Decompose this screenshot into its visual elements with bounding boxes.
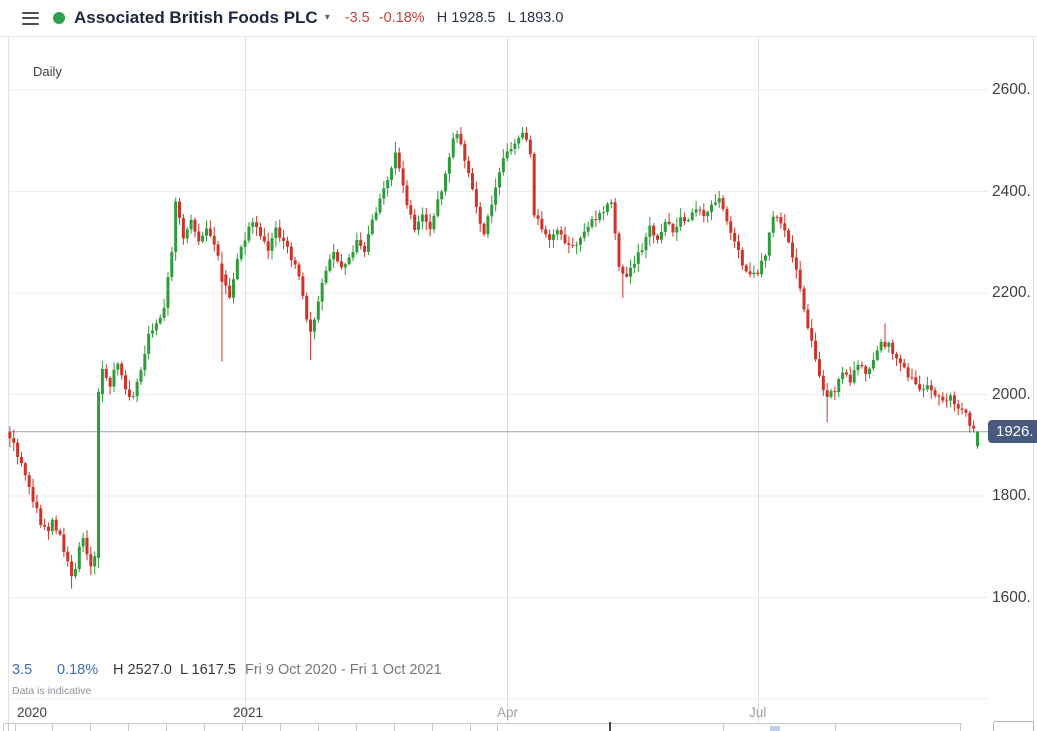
current-price-tag: 1926.	[988, 420, 1037, 443]
x-axis-label: 2020	[17, 705, 48, 720]
instrument-name[interactable]: Associated British Foods PLC	[74, 8, 318, 27]
day-change-percent: -0.18%	[378, 10, 425, 26]
x-axis-label: Jul	[749, 705, 767, 720]
y-axis-label: 2600.	[992, 81, 1031, 98]
date-range: Fri 9 Oct 2020 - Fri 1 Oct 2021	[245, 662, 442, 678]
y-axis-label: 2200.	[992, 284, 1031, 301]
x-axis-label: Apr	[497, 705, 519, 720]
day-change: -3.5	[344, 10, 370, 26]
interval-label: Daily	[33, 64, 62, 79]
day-high: H 1928.5	[436, 10, 496, 26]
period-low: L 1617.5	[180, 662, 236, 678]
data-indicative-note: Data is indicative	[12, 685, 92, 697]
instrument-header: Associated British Foods PLC ▾ -3.5 -0.1…	[0, 0, 1037, 37]
y-axis-label: 2000.	[992, 385, 1031, 403]
day-low: L 1893.0	[507, 10, 564, 26]
period-change-points: 3.5	[12, 662, 33, 678]
x-axis-label: 2021	[233, 705, 264, 720]
period-stats: 3.5 0.18% H 2527.0 L 1617.5 Fri 9 Oct 20…	[0, 662, 1037, 680]
y-axis-label: 1600.	[992, 588, 1031, 606]
period-high: H 2527.0	[113, 662, 172, 678]
y-axis-label: 2400.	[992, 182, 1031, 200]
period-change-percent: 0.18%	[57, 662, 99, 678]
y-axis-label: 1800.	[992, 487, 1031, 504]
menu-icon[interactable]	[22, 11, 39, 25]
market-status-icon	[53, 12, 65, 24]
chevron-down-icon[interactable]: ▾	[324, 12, 330, 23]
